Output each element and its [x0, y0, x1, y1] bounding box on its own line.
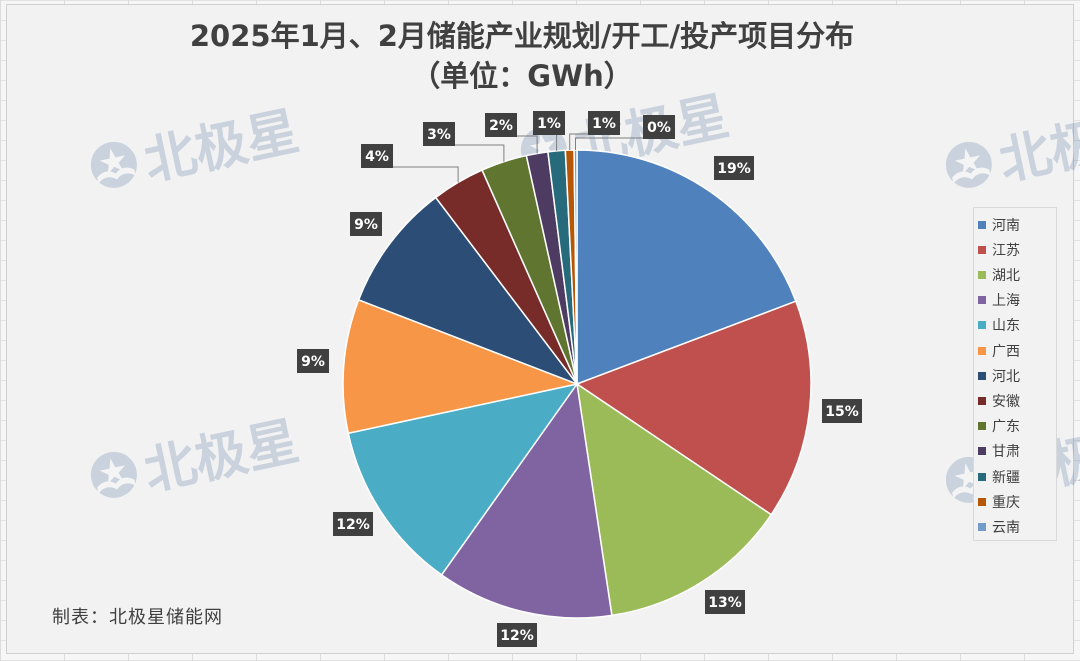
leader-line: [455, 144, 505, 162]
legend-item[interactable]: 山东: [978, 313, 1020, 338]
legend-item[interactable]: 新疆: [978, 464, 1020, 489]
data-label: 0%: [647, 120, 671, 136]
legend-label: 重庆: [992, 494, 1020, 511]
data-label-box: [533, 111, 565, 135]
data-label-box: [497, 623, 537, 647]
legend-swatch: [978, 371, 986, 380]
legend-swatch: [978, 422, 986, 431]
legend-label: 安徽: [992, 393, 1020, 410]
legend-label: 广东: [992, 419, 1020, 436]
legend-item[interactable]: 江苏: [978, 237, 1020, 262]
data-label-box: [643, 115, 675, 139]
legend-label: 广西: [992, 343, 1020, 360]
pie-slice-广西[interactable]: [342, 298, 580, 435]
legend-item[interactable]: 湖北: [978, 262, 1020, 287]
leader-line: [517, 135, 538, 154]
pie-chart[interactable]: 19% 15% 13% 12% 12% 9% 9% 4% 3% 2% 1% 1% 0%: [7, 5, 1073, 653]
data-label: 12%: [500, 628, 534, 644]
data-label: 9%: [301, 354, 325, 370]
legend-item[interactable]: 甘肃: [978, 439, 1020, 464]
legend-label: 山东: [992, 318, 1020, 335]
data-label-box: [822, 399, 862, 423]
legend: 河南江苏湖北上海山东广西河北安徽广东甘肃新疆重庆云南: [973, 207, 1057, 541]
legend-swatch: [978, 396, 986, 405]
legend-label: 新疆: [992, 469, 1020, 486]
leader-line: [556, 133, 565, 151]
data-label: 2%: [489, 118, 513, 134]
chart-subtitle: （单位：GWh）: [411, 59, 633, 93]
data-label: 1%: [592, 116, 616, 132]
data-label: 3%: [427, 127, 451, 143]
legend-swatch: [978, 447, 986, 456]
legend-swatch: [978, 497, 986, 506]
pie-slice-云南[interactable]: [573, 149, 578, 385]
credit-text: 制表：北极星储能网: [52, 607, 223, 628]
data-label-box: [485, 113, 517, 137]
data-label-box: [361, 144, 393, 168]
legend-swatch: [978, 346, 986, 355]
legend-label: 上海: [992, 293, 1020, 310]
chart-title: 2025年1月、2月储能产业规划/开工/投产项目分布: [189, 19, 855, 53]
legend-item[interactable]: 广西: [978, 338, 1020, 363]
data-label-box: [333, 512, 373, 536]
pie-slice-山东[interactable]: [347, 382, 579, 576]
leader-line: [575, 137, 675, 150]
data-label-box: [297, 349, 329, 373]
data-label: 19%: [717, 161, 751, 177]
legend-item[interactable]: 云南: [978, 514, 1020, 539]
legend-item[interactable]: 上海: [978, 288, 1020, 313]
legend-swatch: [978, 522, 986, 531]
pie-slice-湖北[interactable]: [576, 382, 773, 617]
legend-label: 河南: [992, 217, 1020, 234]
data-label: 15%: [825, 404, 859, 420]
legend-label: 湖北: [992, 267, 1020, 284]
legend-item[interactable]: 广东: [978, 414, 1020, 439]
legend-swatch: [978, 245, 986, 254]
chart-area[interactable]: 北极星 北极星 北极星 北极星 北极星: [6, 4, 1080, 654]
legend-item[interactable]: 重庆: [978, 489, 1020, 514]
legend-swatch: [978, 220, 986, 229]
data-label: 4%: [365, 149, 389, 165]
legend-item[interactable]: 安徽: [978, 388, 1020, 413]
data-label: 1%: [537, 116, 561, 132]
legend-swatch: [978, 472, 986, 481]
legend-item[interactable]: 河北: [978, 363, 1020, 388]
data-label-box: [588, 111, 620, 135]
leader-line: [569, 133, 620, 151]
pie-slice-江苏[interactable]: [575, 300, 812, 516]
data-label-box: [350, 212, 382, 236]
pie-slice-河南[interactable]: [576, 149, 797, 386]
data-label-box: [423, 122, 455, 146]
pie-slice-上海[interactable]: [440, 382, 613, 619]
legend-swatch: [978, 321, 986, 330]
data-label-box: [714, 156, 754, 180]
data-label: 13%: [708, 595, 742, 611]
data-label: 12%: [336, 517, 370, 533]
legend-swatch: [978, 270, 986, 279]
legend-label: 云南: [992, 519, 1020, 536]
legend-label: 河北: [992, 368, 1020, 385]
leader-line: [393, 166, 459, 183]
data-label-box: [705, 590, 745, 614]
pie-slice-河北[interactable]: [357, 196, 580, 386]
legend-item[interactable]: 河南: [978, 212, 1020, 237]
legend-label: 甘肃: [992, 444, 1020, 461]
data-label: 9%: [354, 217, 378, 233]
legend-swatch: [978, 296, 986, 305]
legend-label: 江苏: [992, 242, 1020, 259]
